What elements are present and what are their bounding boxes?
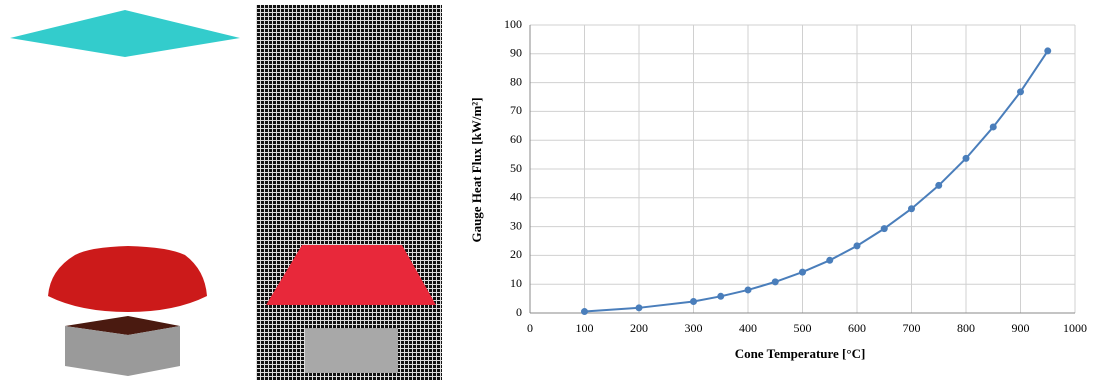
x-tick-label: 0 (527, 321, 533, 335)
x-tick-label: 300 (685, 321, 703, 335)
sample-top (65, 316, 180, 335)
x-tick-label: 1000 (1063, 321, 1087, 335)
y-tick-label: 20 (510, 247, 522, 261)
cone-heater (48, 246, 207, 312)
x-tick-label: 100 (576, 321, 594, 335)
x-tick-label: 700 (903, 321, 921, 335)
data-point (690, 297, 697, 305)
x-tick-label: 400 (739, 321, 757, 335)
data-point (853, 242, 861, 250)
x-tick-label: 500 (794, 321, 812, 335)
y-tick-label: 50 (510, 161, 522, 175)
x-tick-label: 800 (957, 321, 975, 335)
y-tick-label: 30 (510, 218, 522, 232)
y-tick-label: 40 (510, 190, 522, 204)
y-tick-label: 70 (510, 103, 522, 117)
data-point (1044, 47, 1052, 55)
data-point (635, 304, 643, 312)
data-point (1017, 88, 1024, 96)
mesh-view (256, 5, 442, 380)
data-point (935, 181, 943, 189)
data-point (744, 286, 752, 294)
mesh-cone (266, 245, 436, 305)
mesh-grid (256, 5, 442, 380)
data-point (826, 256, 834, 264)
data-point (799, 268, 806, 276)
y-tick-label: 10 (510, 276, 522, 290)
sample-box (65, 326, 180, 376)
y-tick-label: 0 (516, 305, 522, 319)
chart: Cone Temperature [°C] Gauge Heat Flux [k… (469, 17, 1087, 361)
data-point (989, 123, 997, 131)
y-tick-label: 60 (510, 132, 522, 146)
y-tick-label: 100 (504, 17, 522, 31)
series-line (584, 50, 1049, 313)
shield-plane (10, 10, 240, 57)
y-axis-title: Gauge Heat Flux [kW/m²] (469, 97, 484, 242)
data-point (962, 154, 970, 162)
y-tick-label: 90 (510, 46, 522, 60)
cone-rendering (10, 10, 240, 376)
data-point (717, 292, 725, 300)
x-tick-label: 600 (848, 321, 866, 335)
data-point (880, 225, 888, 233)
data-point (581, 308, 588, 316)
x-tick-label: 200 (630, 321, 648, 335)
y-tick-label: 80 (510, 74, 522, 88)
x-axis-title: Cone Temperature [°C] (735, 346, 866, 361)
mesh-sample (305, 328, 398, 373)
data-point (908, 205, 915, 213)
x-tick-label: 900 (1012, 321, 1030, 335)
data-point (771, 278, 779, 286)
